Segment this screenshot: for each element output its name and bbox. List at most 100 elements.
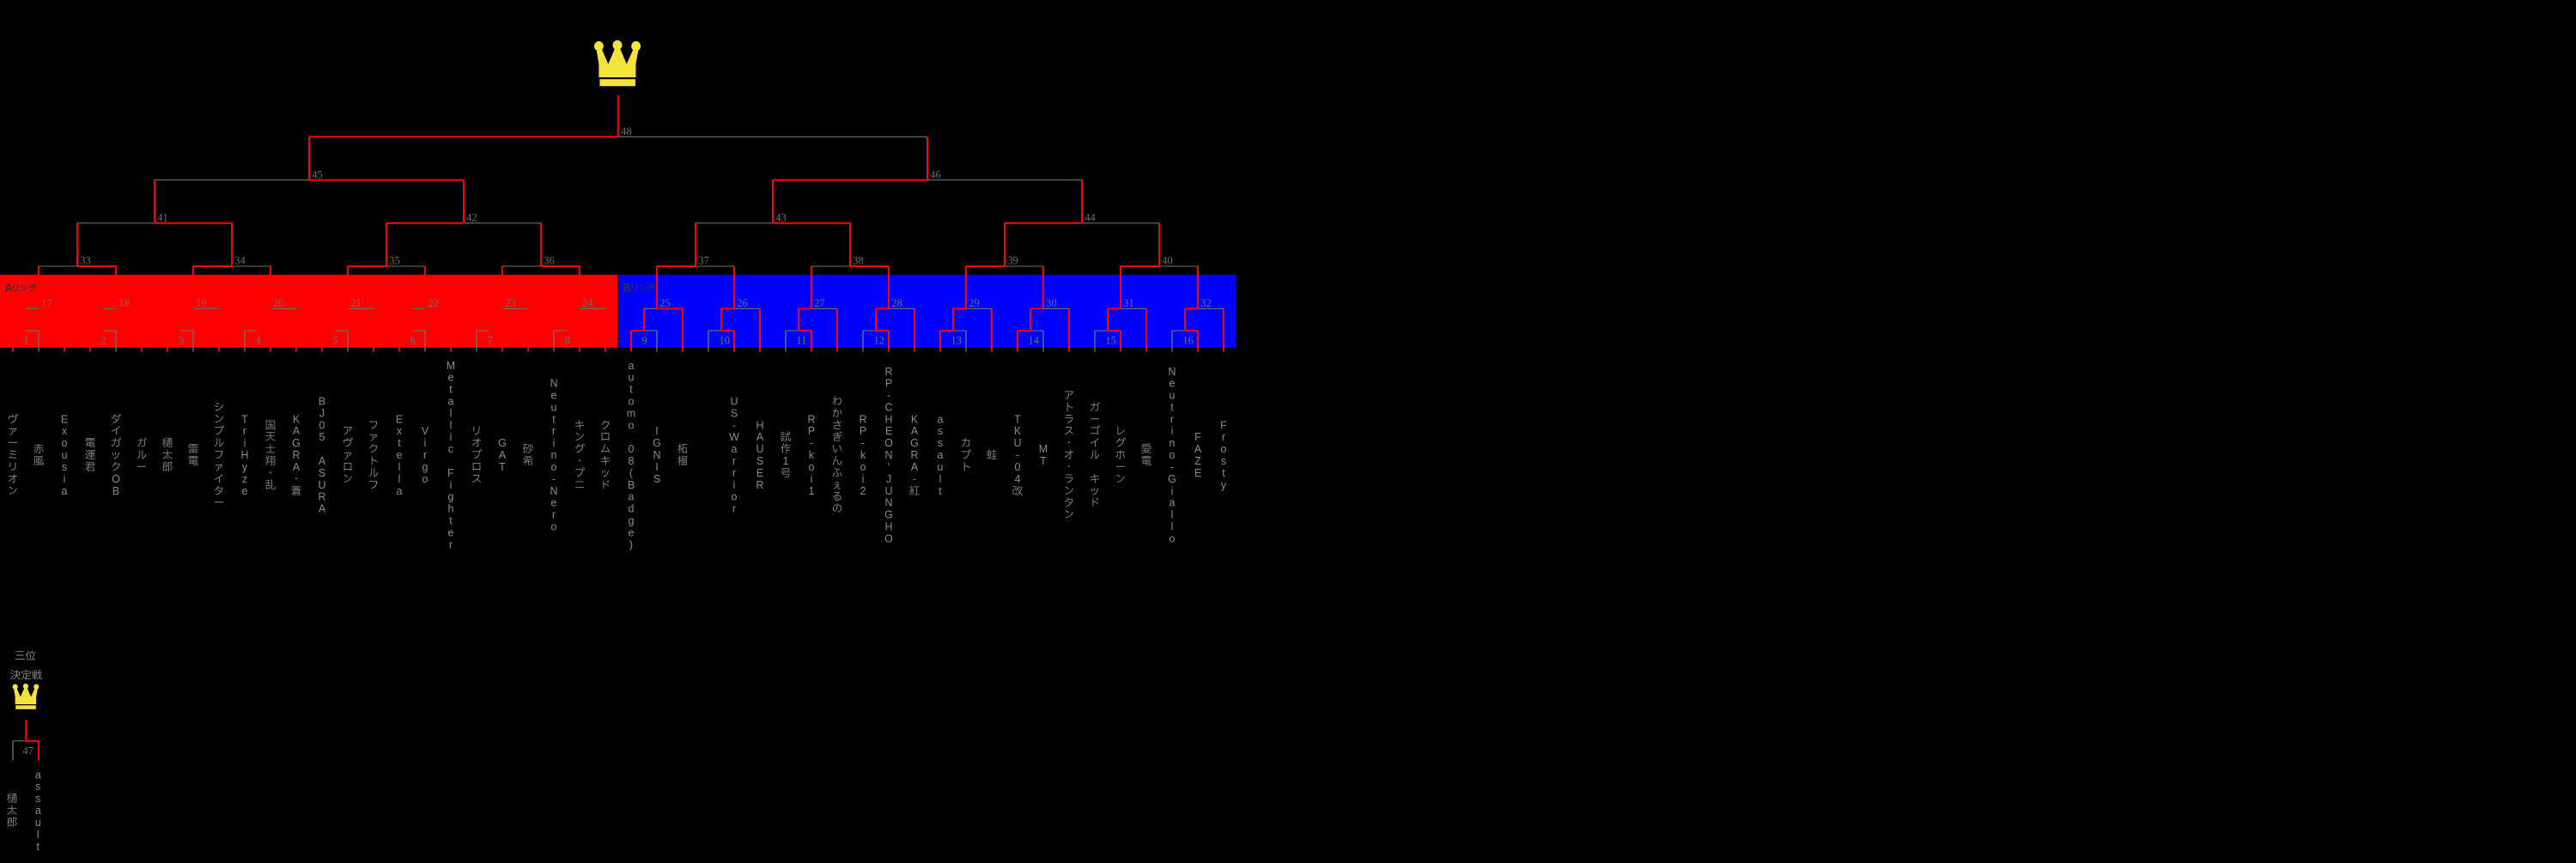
- svg-text:o: o: [1221, 443, 1227, 455]
- svg-text:l: l: [1171, 509, 1174, 521]
- svg-text:ス: ス: [1064, 425, 1075, 437]
- svg-text:6: 6: [410, 335, 416, 347]
- svg-text:G: G: [292, 437, 301, 449]
- svg-text:i: i: [424, 437, 427, 449]
- svg-text:H: H: [240, 449, 248, 461]
- svg-text:t: t: [449, 515, 453, 527]
- svg-text:i: i: [1171, 485, 1174, 497]
- svg-text:赤: 赤: [33, 443, 45, 455]
- svg-text:ニ: ニ: [574, 479, 586, 491]
- svg-text:イ: イ: [214, 473, 225, 485]
- svg-text:34: 34: [234, 255, 246, 267]
- svg-text:榴: 榴: [677, 455, 689, 467]
- svg-text:20: 20: [273, 297, 284, 309]
- svg-text:13: 13: [951, 335, 963, 347]
- svg-text:ブ: ブ: [961, 449, 972, 461]
- svg-text:2: 2: [101, 335, 106, 347]
- svg-text:N: N: [550, 378, 557, 390]
- svg-text:砂: 砂: [523, 443, 534, 455]
- svg-text:R: R: [807, 413, 815, 425]
- svg-text:・: ・: [265, 467, 276, 479]
- svg-text:o: o: [629, 419, 635, 431]
- svg-text:乱: 乱: [265, 479, 276, 491]
- svg-text:e: e: [448, 526, 454, 538]
- svg-text:G: G: [653, 437, 661, 449]
- svg-text:さ: さ: [832, 419, 843, 431]
- svg-text:t: t: [552, 413, 556, 425]
- svg-text:ク: ク: [600, 419, 611, 431]
- svg-text:オ: オ: [8, 473, 19, 485]
- svg-text:S: S: [319, 467, 325, 479]
- svg-text:ル: ル: [214, 437, 225, 449]
- svg-text:ホ: ホ: [1115, 449, 1127, 461]
- svg-text:E: E: [885, 425, 892, 437]
- svg-text:r: r: [552, 425, 556, 437]
- svg-text:-: -: [1016, 449, 1019, 461]
- svg-text:47: 47: [23, 744, 34, 757]
- svg-text:ダ: ダ: [111, 413, 122, 425]
- svg-text:N: N: [653, 449, 660, 461]
- svg-text:プ: プ: [214, 425, 225, 437]
- svg-text:・: ・: [291, 473, 302, 485]
- svg-text:37: 37: [698, 255, 709, 267]
- svg-text:h: h: [448, 503, 454, 515]
- svg-text:M: M: [1039, 443, 1048, 455]
- svg-text:か: か: [832, 407, 843, 419]
- svg-text:o: o: [1170, 532, 1176, 544]
- svg-text:i: i: [862, 473, 865, 485]
- svg-text:ぎ: ぎ: [832, 431, 843, 443]
- svg-text:a: a: [448, 396, 454, 408]
- svg-text:z: z: [242, 473, 247, 485]
- svg-text:41: 41: [157, 212, 168, 224]
- svg-text:27: 27: [814, 297, 825, 309]
- svg-text:号: 号: [781, 467, 792, 479]
- svg-text:u: u: [629, 372, 635, 384]
- svg-text:蛙: 蛙: [987, 449, 998, 461]
- svg-text:雷: 雷: [188, 443, 199, 455]
- svg-text:S: S: [653, 473, 660, 485]
- svg-text:ン: ン: [1064, 485, 1075, 497]
- svg-text:m: m: [627, 407, 635, 419]
- svg-text:E: E: [756, 467, 763, 479]
- svg-text:3: 3: [179, 335, 184, 347]
- svg-text:n: n: [1170, 437, 1176, 449]
- svg-text:ド: ド: [600, 479, 611, 491]
- svg-text:22: 22: [428, 297, 439, 309]
- svg-text:C: C: [884, 401, 892, 413]
- svg-text:s: s: [1221, 455, 1226, 467]
- svg-text:A: A: [756, 431, 764, 443]
- svg-text:改: 改: [1012, 485, 1024, 497]
- svg-text:0: 0: [629, 443, 635, 455]
- svg-text:T: T: [499, 461, 506, 473]
- svg-text:s: s: [62, 461, 67, 473]
- svg-text:R: R: [292, 449, 300, 461]
- svg-text:-: -: [810, 437, 813, 449]
- svg-text:・: ・: [1064, 437, 1075, 449]
- svg-text:A: A: [319, 503, 326, 515]
- svg-text:M: M: [447, 360, 455, 372]
- svg-text:a: a: [62, 485, 68, 497]
- svg-text:R: R: [318, 491, 325, 503]
- svg-text:t: t: [1222, 467, 1225, 479]
- svg-text:ー: ー: [137, 461, 148, 473]
- svg-text:I: I: [655, 461, 658, 473]
- svg-text:リ: リ: [8, 461, 19, 473]
- svg-text:の: の: [832, 503, 843, 515]
- svg-text:r: r: [552, 509, 556, 521]
- svg-text:紅: 紅: [909, 485, 920, 497]
- svg-text:-: -: [861, 437, 865, 449]
- svg-text:k: k: [809, 449, 815, 461]
- svg-text:A: A: [499, 449, 507, 461]
- svg-text:ァ: ァ: [8, 425, 19, 437]
- svg-text:グ: グ: [1115, 437, 1127, 449]
- svg-text:g: g: [629, 515, 635, 527]
- svg-text:リ: リ: [471, 425, 483, 437]
- svg-text:オ: オ: [471, 437, 483, 449]
- svg-text:ァ: ァ: [343, 449, 354, 461]
- svg-text:電: 電: [85, 437, 96, 449]
- svg-text:e: e: [1170, 378, 1176, 390]
- svg-text:A: A: [1194, 443, 1202, 455]
- svg-text:G: G: [498, 437, 507, 449]
- svg-text:ー: ー: [214, 497, 225, 509]
- svg-text:d: d: [629, 503, 635, 515]
